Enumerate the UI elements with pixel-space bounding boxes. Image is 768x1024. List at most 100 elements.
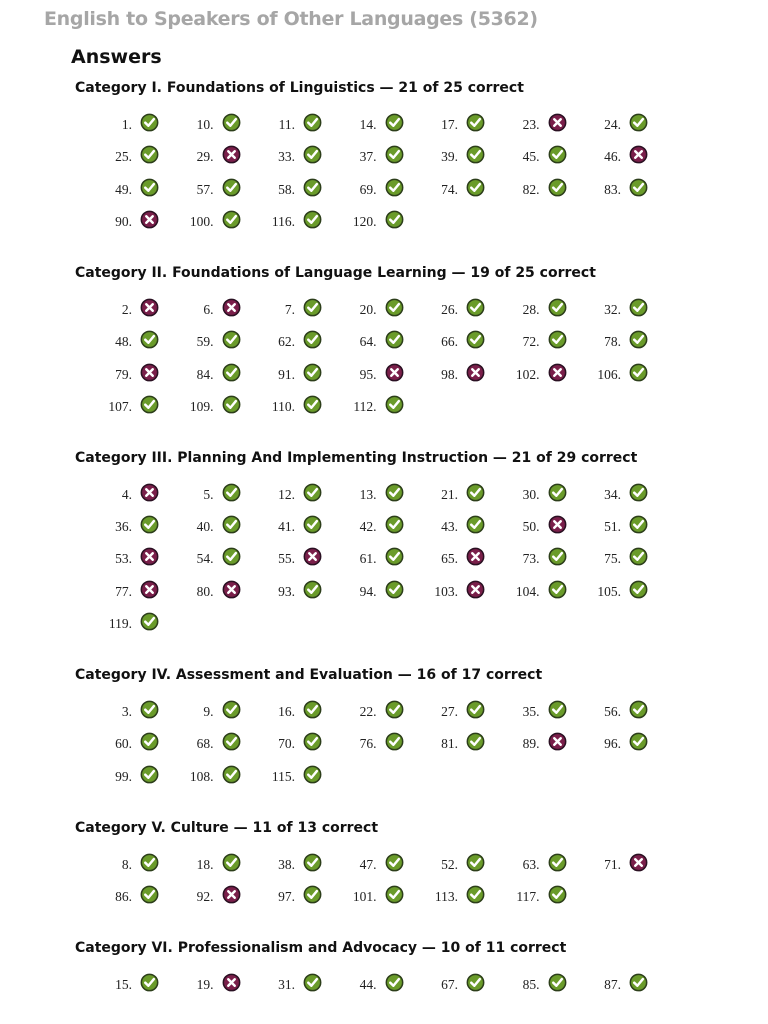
incorrect-icon [385, 363, 403, 381]
question-number: 95. [359, 366, 377, 382]
correct-icon [303, 700, 322, 719]
correct-icon [222, 732, 240, 751]
question-number: 116. [271, 213, 295, 229]
correct-icon [548, 483, 566, 502]
question-number: 61. [359, 551, 377, 567]
question-number: 104. [515, 583, 540, 599]
correct-icon [140, 178, 159, 197]
correct-icon [629, 298, 648, 317]
question-number: 85. [522, 976, 540, 992]
question-number: 67. [441, 976, 458, 992]
question-number: 115. [271, 768, 295, 784]
correct-icon [629, 700, 648, 719]
question-number: 78. [604, 334, 621, 350]
question-number: 109. [189, 398, 214, 414]
question-number: 83. [604, 181, 621, 197]
incorrect-icon [466, 547, 485, 566]
incorrect-icon [140, 298, 159, 317]
incorrect-icon [629, 853, 648, 872]
correct-icon [303, 885, 322, 904]
question-number: 23. [522, 117, 540, 132]
question-number: 41. [278, 519, 295, 535]
incorrect-icon [548, 363, 566, 381]
question-number: 10. [196, 117, 214, 132]
question-number: 42. [359, 519, 377, 535]
question-number: 49. [115, 181, 132, 197]
question-number: 44. [359, 976, 377, 992]
correct-icon [303, 765, 322, 784]
correct-icon [466, 732, 485, 751]
correct-icon [222, 363, 240, 381]
question-number: 27. [441, 704, 458, 719]
correct-icon [629, 580, 648, 599]
correct-icon [466, 515, 485, 534]
question-number: 106. [597, 366, 621, 382]
correct-icon [548, 853, 566, 872]
question-number: 50. [522, 519, 540, 535]
correct-icon [548, 178, 566, 197]
correct-icon [303, 515, 322, 534]
correct-icon [466, 298, 485, 317]
correct-icon [140, 885, 159, 904]
correct-icon [140, 700, 159, 719]
correct-icon [222, 853, 240, 872]
question-number: 54. [196, 551, 214, 567]
correct-icon [385, 330, 403, 349]
question-number: 11. [278, 117, 295, 132]
question-number: 45. [522, 149, 540, 165]
question-number: 20. [359, 301, 377, 317]
question-number: 80. [196, 583, 214, 599]
question-number: 76. [359, 736, 377, 752]
question-number: 18. [196, 856, 214, 872]
correct-icon [548, 298, 566, 317]
question-number: 7. [284, 301, 295, 317]
question-number: 59. [196, 334, 214, 350]
question-number: 69. [359, 181, 377, 197]
incorrect-icon [466, 580, 485, 599]
question-number: 19. [196, 976, 214, 992]
correct-icon [548, 580, 566, 599]
question-number: 37. [359, 149, 377, 165]
incorrect-icon [548, 515, 566, 534]
category-heading: Category III. Planning And Implementing … [75, 449, 638, 466]
question-number: 15. [115, 976, 132, 992]
correct-icon [303, 363, 322, 381]
correct-icon [466, 700, 485, 719]
question-number: 39. [441, 149, 458, 165]
question-number: 96. [604, 736, 621, 752]
correct-icon [385, 973, 403, 992]
question-number: 77. [115, 583, 132, 599]
correct-icon [140, 395, 159, 414]
correct-icon [303, 395, 322, 414]
correct-icon [222, 395, 240, 414]
question-number: 71. [604, 856, 621, 872]
question-number: 1. [121, 117, 132, 132]
question-number: 48. [115, 334, 132, 350]
question-number: 101. [352, 888, 377, 904]
category-heading: Category V. Culture — 11 of 13 correct [75, 819, 379, 836]
correct-icon [629, 363, 648, 381]
correct-icon [385, 547, 403, 566]
correct-icon [466, 178, 485, 197]
correct-icon [140, 113, 159, 132]
question-number: 110. [271, 398, 295, 414]
question-number: 119. [108, 616, 132, 631]
correct-icon [466, 853, 485, 872]
question-number: 16. [278, 704, 295, 719]
question-number: 51. [604, 519, 621, 535]
question-number: 91. [278, 366, 295, 382]
question-number: 5. [203, 486, 214, 502]
correct-icon [548, 885, 566, 904]
correct-icon [548, 547, 566, 566]
correct-icon [222, 547, 240, 566]
question-number: 72. [522, 334, 540, 350]
question-number: 70. [278, 736, 295, 752]
correct-icon [466, 483, 485, 502]
question-number: 89. [522, 736, 540, 752]
question-number: 90. [115, 213, 132, 229]
page-title: English to Speakers of Other Languages (… [44, 8, 538, 30]
question-number: 65. [441, 551, 458, 567]
correct-icon [222, 765, 240, 784]
question-number: 40. [196, 519, 214, 535]
